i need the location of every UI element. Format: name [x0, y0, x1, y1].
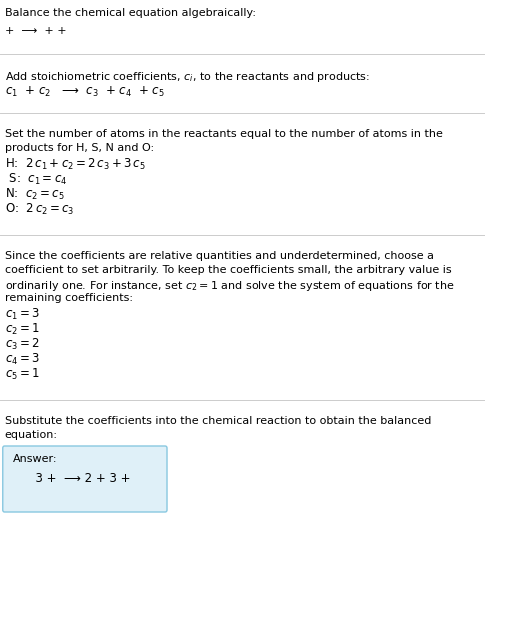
- Text: Answer:: Answer:: [13, 454, 57, 464]
- Text: H:  $2\,c_1 + c_2 = 2\,c_3 + 3\,c_5$: H: $2\,c_1 + c_2 = 2\,c_3 + 3\,c_5$: [5, 157, 145, 172]
- Text: products for H, S, N and O:: products for H, S, N and O:: [5, 143, 154, 153]
- Text: Balance the chemical equation algebraically:: Balance the chemical equation algebraica…: [5, 8, 256, 18]
- Text: $c_4 = 3$: $c_4 = 3$: [5, 352, 40, 367]
- Text: $c_1$  + $c_2$   ⟶  $c_3$  + $c_4$  + $c_5$: $c_1$ + $c_2$ ⟶ $c_3$ + $c_4$ + $c_5$: [5, 85, 165, 99]
- Text: coefficient to set arbitrarily. To keep the coefficients small, the arbitrary va: coefficient to set arbitrarily. To keep …: [5, 265, 451, 275]
- Text: O:  $2\,c_2 = c_3$: O: $2\,c_2 = c_3$: [5, 202, 74, 217]
- Text: equation:: equation:: [5, 430, 58, 440]
- Text: $c_3 = 2$: $c_3 = 2$: [5, 337, 40, 352]
- Text: $c_5 = 1$: $c_5 = 1$: [5, 367, 40, 382]
- Text: Add stoichiometric coefficients, $c_i$, to the reactants and products:: Add stoichiometric coefficients, $c_i$, …: [5, 70, 369, 84]
- Text: +  ⟶  + +: + ⟶ + +: [5, 26, 66, 36]
- Text: 3 +  ⟶ 2 + 3 +: 3 + ⟶ 2 + 3 +: [13, 472, 134, 485]
- Text: N:  $c_2 = c_5$: N: $c_2 = c_5$: [5, 187, 64, 202]
- FancyBboxPatch shape: [3, 446, 167, 512]
- Text: $c_2 = 1$: $c_2 = 1$: [5, 322, 40, 337]
- Text: Substitute the coefficients into the chemical reaction to obtain the balanced: Substitute the coefficients into the che…: [5, 416, 431, 426]
- Text: Since the coefficients are relative quantities and underdetermined, choose a: Since the coefficients are relative quan…: [5, 251, 434, 261]
- Text: $c_1 = 3$: $c_1 = 3$: [5, 307, 40, 322]
- Text: Set the number of atoms in the reactants equal to the number of atoms in the: Set the number of atoms in the reactants…: [5, 129, 442, 139]
- Text: S:  $c_1 = c_4$: S: $c_1 = c_4$: [5, 172, 67, 187]
- Text: remaining coefficients:: remaining coefficients:: [5, 293, 133, 303]
- Text: ordinarily one. For instance, set $c_2 = 1$ and solve the system of equations fo: ordinarily one. For instance, set $c_2 =…: [5, 279, 454, 293]
